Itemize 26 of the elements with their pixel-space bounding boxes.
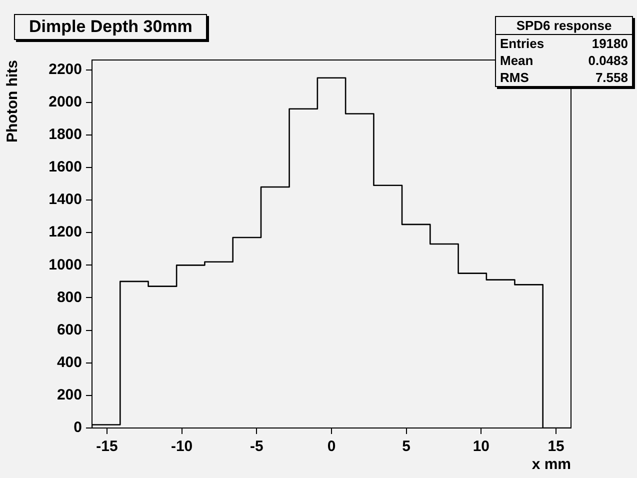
y-tick-label: 1800 <box>48 126 82 144</box>
y-tick-label: 600 <box>56 321 82 338</box>
y-tick-label: 1400 <box>48 191 82 208</box>
text: SPD6 response <box>496 17 632 35</box>
text: Entries 19180 <box>500 36 628 51</box>
text: Mean 0.0483 <box>500 53 628 68</box>
x-tick-label: 5 <box>402 438 411 456</box>
y-tick-label: 400 <box>56 354 82 372</box>
y-tick-label: 1600 <box>48 158 82 176</box>
y-tick-label: 2000 <box>48 93 82 110</box>
y-tick-label: 800 <box>56 288 82 306</box>
x-tick-label: -10 <box>170 438 193 456</box>
x-tick-label: -5 <box>250 438 264 456</box>
chart-title: Dimple Depth 30mm <box>14 14 208 40</box>
y-tick-label: 1000 <box>48 256 82 274</box>
x-tick-label: 10 <box>472 438 490 456</box>
y-tick-label: 0 <box>74 419 82 436</box>
x-axis-title: x mm <box>532 456 571 474</box>
x-tick-label: 0 <box>327 438 336 456</box>
y-tick-label: 200 <box>56 386 82 404</box>
text: RMS 7.558 <box>500 70 628 85</box>
y-axis-title: Photon hits <box>4 60 22 142</box>
y-tick-label: 1200 <box>48 224 82 241</box>
x-tick-label: 15 <box>548 438 564 456</box>
x-tick-label: -15 <box>96 438 118 456</box>
y-tick-label: 2200 <box>48 60 82 78</box>
